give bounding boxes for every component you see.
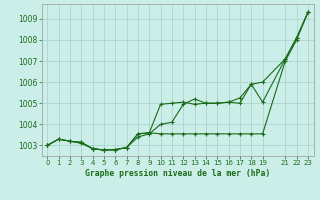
X-axis label: Graphe pression niveau de la mer (hPa): Graphe pression niveau de la mer (hPa) — [85, 169, 270, 178]
